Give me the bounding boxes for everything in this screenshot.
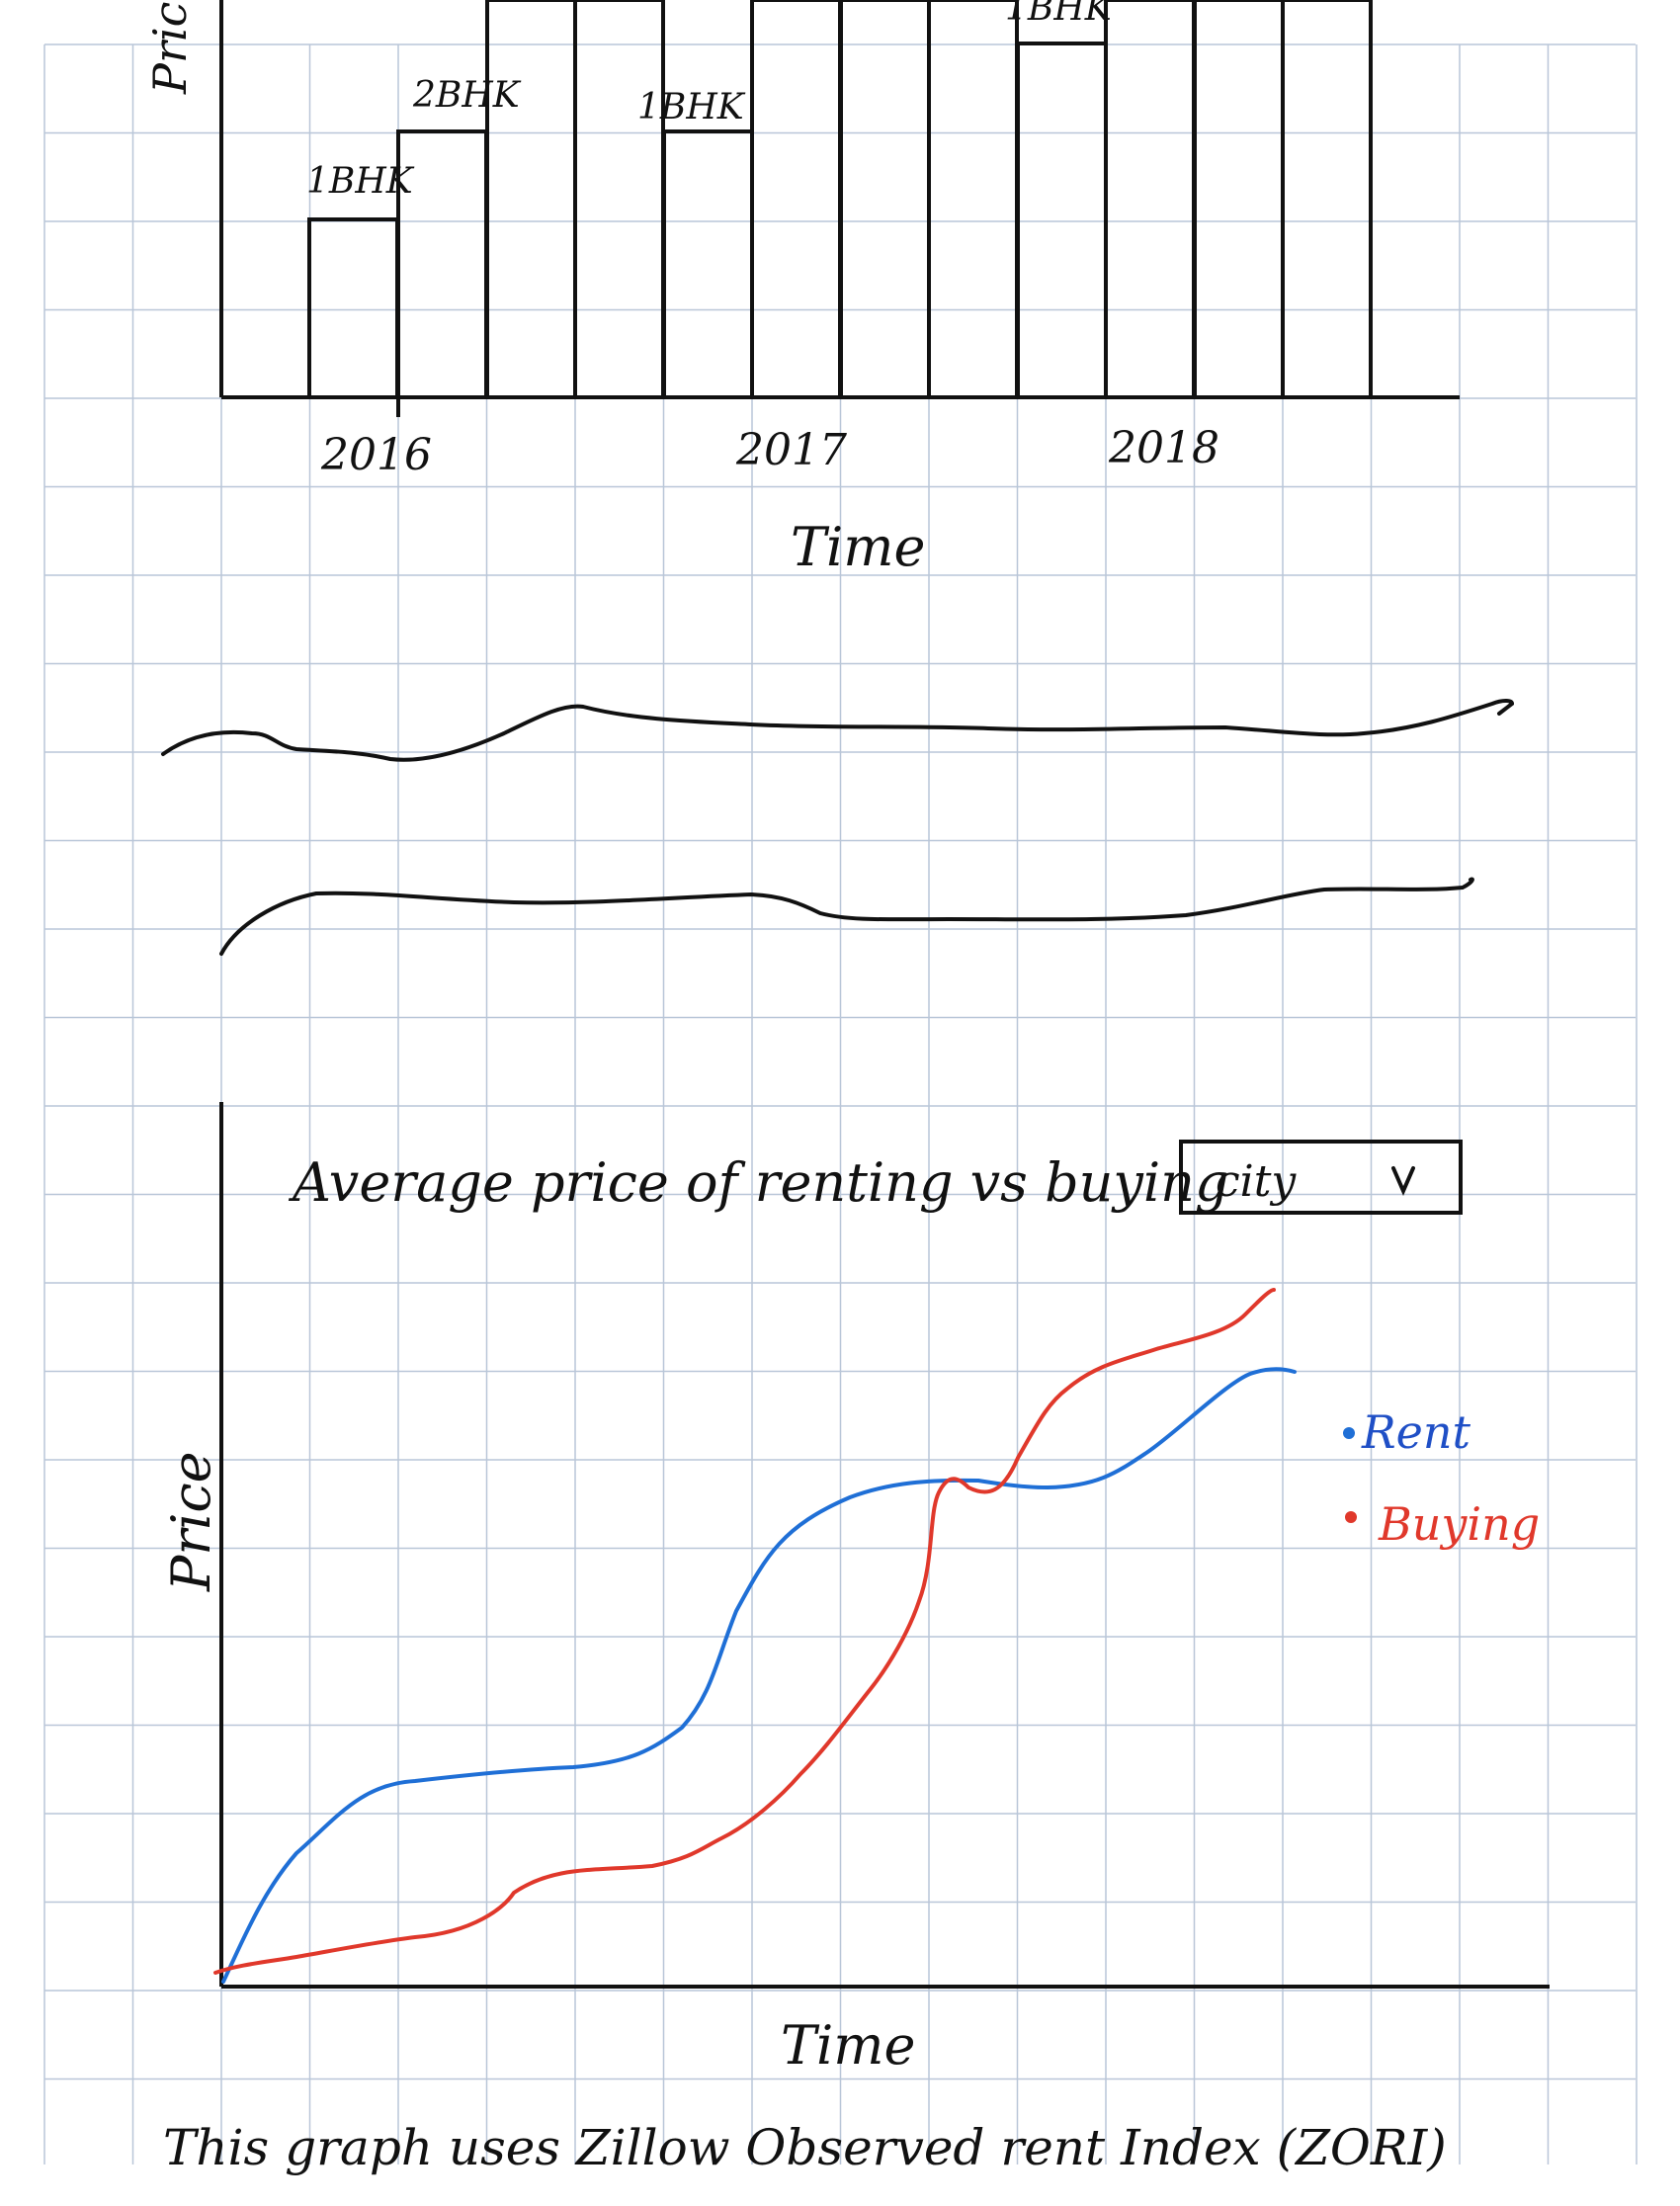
legend-dot-buying (1345, 1511, 1357, 1523)
bar-label-2: 2BHK (412, 75, 522, 116)
bar (1193, 0, 1285, 399)
bar-label-4: 1BHK (1005, 0, 1114, 29)
bar (573, 0, 665, 399)
line-chart-xlabel: Time (781, 2014, 915, 2077)
bar (485, 0, 577, 399)
sparkline-series-1 (161, 699, 1515, 762)
legend-dot-rent (1343, 1427, 1355, 1439)
city-dropdown-value: city (1216, 1156, 1297, 1207)
bar-chart (219, 0, 1460, 417)
bar (1016, 42, 1108, 399)
legend-label-buying: Buying (1378, 1497, 1540, 1551)
bar (839, 0, 931, 399)
bar (927, 0, 1019, 399)
bar-label-3: 1BHK (637, 87, 746, 127)
sparkline-chart (161, 699, 1515, 956)
bar-chart-xlabel: Time (791, 516, 925, 578)
line-chart-title: Average price of renting vs buying (288, 1151, 1229, 1214)
city-dropdown[interactable]: city (1179, 1140, 1463, 1215)
legend: Rent Buying (1343, 1405, 1540, 1551)
footnote: This graph uses Zillow Observed rent Ind… (163, 2119, 1447, 2176)
bar (750, 0, 842, 399)
line-chart-ylabel: Price (160, 1451, 222, 1592)
x-tick-label-2016: 2016 (320, 430, 432, 480)
series-line-buying (213, 1288, 1276, 1975)
x-tick-label-2018: 2018 (1108, 423, 1219, 473)
sparkline-series-2 (219, 877, 1474, 956)
chevron-down-icon (1391, 1166, 1415, 1197)
line-chart (213, 1102, 1550, 1989)
bar (662, 129, 754, 399)
legend-label-rent: Rent (1361, 1405, 1470, 1459)
series-line-rent (221, 1367, 1297, 1984)
bar (1104, 0, 1196, 399)
bar-label-1: 1BHK (306, 161, 415, 202)
bar (307, 217, 399, 399)
bar-chart-ylabel: Price (143, 0, 197, 95)
x-tick-label-2017: 2017 (735, 425, 847, 475)
bar (1281, 0, 1373, 399)
